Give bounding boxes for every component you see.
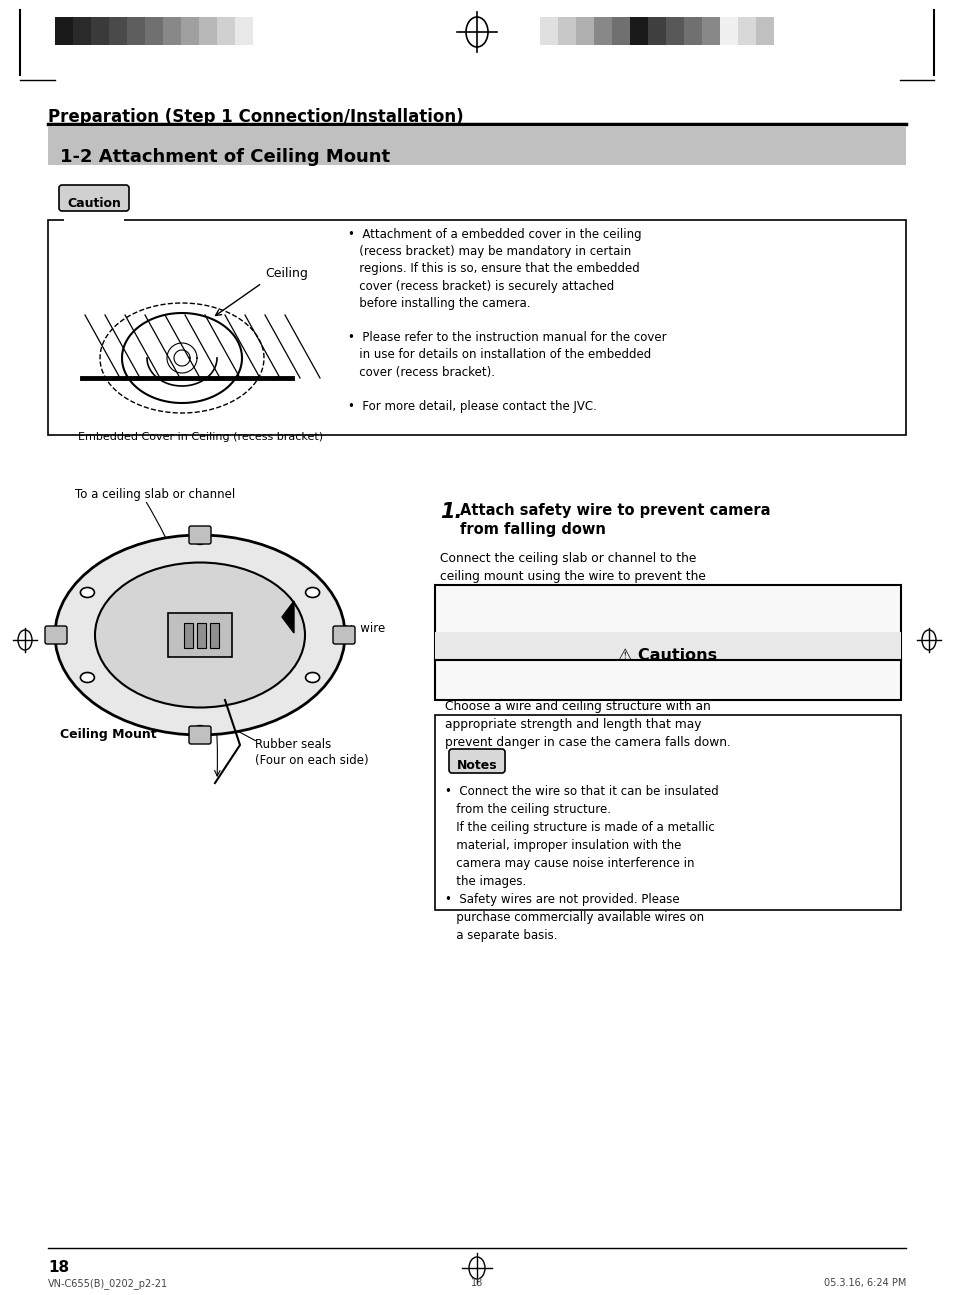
Ellipse shape: [95, 562, 305, 707]
Bar: [199, 17, 216, 45]
Bar: [196, 623, 206, 648]
Text: ⚠ Cautions: ⚠ Cautions: [618, 648, 717, 663]
Bar: [73, 17, 91, 45]
FancyBboxPatch shape: [59, 185, 129, 211]
Bar: [576, 17, 594, 45]
FancyBboxPatch shape: [168, 613, 232, 657]
Ellipse shape: [193, 725, 206, 734]
Bar: [683, 17, 701, 45]
Bar: [127, 17, 145, 45]
Text: Notes: Notes: [456, 759, 497, 772]
FancyBboxPatch shape: [45, 625, 67, 644]
Bar: [454, 769, 499, 774]
Bar: [701, 17, 720, 45]
Bar: [612, 17, 629, 45]
Bar: [181, 17, 199, 45]
Ellipse shape: [305, 672, 319, 682]
Text: from falling down: from falling down: [459, 522, 605, 537]
Text: Safety  wire
hole: Safety wire hole: [314, 622, 385, 651]
Text: Caution: Caution: [67, 197, 121, 210]
Bar: [91, 17, 109, 45]
Bar: [109, 17, 127, 45]
Bar: [210, 623, 219, 648]
Text: Preparation (Step 1 Connection/Installation): Preparation (Step 1 Connection/Installat…: [48, 107, 463, 126]
Text: •  Attachment of a embedded cover in the ceiling
   (recess bracket) may be mand: • Attachment of a embedded cover in the …: [348, 228, 666, 413]
Text: Rubber seals
(Four on each side): Rubber seals (Four on each side): [254, 738, 368, 767]
Text: 1.: 1.: [439, 502, 462, 522]
Bar: [64, 214, 124, 221]
Polygon shape: [282, 601, 294, 633]
Bar: [720, 17, 738, 45]
Ellipse shape: [193, 536, 206, 544]
Ellipse shape: [55, 535, 345, 736]
Bar: [216, 17, 234, 45]
Bar: [48, 127, 905, 164]
Text: Attach safety wire to prevent camera: Attach safety wire to prevent camera: [459, 502, 770, 518]
Text: 1-2 Attachment of Ceiling Mount: 1-2 Attachment of Ceiling Mount: [60, 148, 390, 166]
Bar: [253, 17, 271, 45]
Text: Ceiling: Ceiling: [265, 267, 308, 280]
Text: VN-C655(B)_0202_p2-21: VN-C655(B)_0202_p2-21: [48, 1278, 168, 1289]
Bar: [539, 17, 558, 45]
Ellipse shape: [80, 588, 94, 597]
Bar: [665, 17, 683, 45]
Text: Choose a wire and ceiling structure with an
appropriate strength and length that: Choose a wire and ceiling structure with…: [444, 701, 730, 749]
Bar: [163, 17, 181, 45]
Bar: [184, 623, 193, 648]
Ellipse shape: [305, 588, 319, 597]
Ellipse shape: [80, 672, 94, 682]
FancyBboxPatch shape: [333, 625, 355, 644]
Bar: [558, 17, 576, 45]
Bar: [755, 17, 773, 45]
Bar: [629, 17, 647, 45]
FancyBboxPatch shape: [189, 526, 211, 544]
Text: 05.3.16, 6:24 PM: 05.3.16, 6:24 PM: [822, 1278, 905, 1289]
Bar: [145, 17, 163, 45]
Bar: [234, 17, 253, 45]
FancyBboxPatch shape: [189, 726, 211, 745]
Text: •  Connect the wire so that it can be insulated
   from the ceiling structure.
 : • Connect the wire so that it can be ins…: [444, 785, 718, 941]
FancyBboxPatch shape: [449, 749, 504, 773]
Bar: [55, 17, 73, 45]
Text: To a ceiling slab or channel: To a ceiling slab or channel: [75, 488, 235, 501]
Bar: [647, 17, 665, 45]
Text: Embedded Cover in Ceiling (recess bracket): Embedded Cover in Ceiling (recess bracke…: [78, 433, 323, 442]
Text: 18: 18: [471, 1278, 482, 1289]
FancyBboxPatch shape: [435, 715, 900, 910]
Bar: [435, 632, 900, 660]
FancyBboxPatch shape: [435, 585, 900, 701]
Text: Connect the ceiling slab or channel to the
ceiling mount using the wire to preve: Connect the ceiling slab or channel to t…: [439, 552, 705, 655]
Bar: [738, 17, 755, 45]
Text: Ceiling Mount: Ceiling Mount: [60, 728, 156, 741]
Bar: [594, 17, 612, 45]
Text: 18: 18: [48, 1260, 69, 1276]
